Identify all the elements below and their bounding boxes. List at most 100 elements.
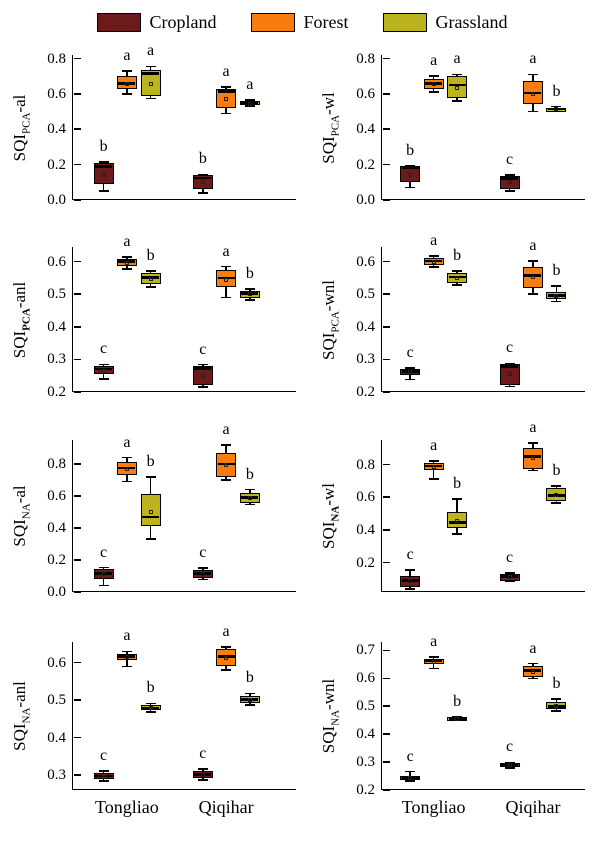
box-whisker-cap [551, 710, 562, 712]
sig-letter: b [552, 674, 561, 692]
median-line [118, 81, 136, 85]
box-whisker-cap [121, 268, 132, 270]
y-axis-label-sqi-pca-wl: SQIPCA-wl [319, 91, 342, 164]
box-whisker-cap [145, 476, 156, 478]
mean-marker-icon [530, 669, 535, 674]
box-whisker-cap [221, 265, 232, 268]
box-whisker-cap [405, 186, 416, 189]
sig-letter: a [529, 237, 537, 254]
y-tick-label: 0.7 [356, 642, 375, 659]
box-whisker-cap [551, 502, 562, 505]
y-tick [73, 774, 81, 776]
mean-marker-icon [455, 275, 460, 280]
box-whisker-cap [145, 711, 156, 713]
y-tick-label: 0.4 [356, 121, 375, 138]
mean-marker-icon [224, 97, 229, 102]
sig-letter: a [147, 42, 155, 60]
box-whisker-cap [121, 650, 132, 653]
median-line [142, 515, 160, 519]
sig-letter: b [552, 461, 561, 479]
mean-marker-icon [224, 277, 229, 282]
median-line [118, 655, 136, 658]
y-tick-label: 0.6 [47, 654, 66, 671]
median-line [142, 72, 160, 75]
sig-letter: a [222, 623, 230, 641]
sig-letter: a [430, 232, 438, 250]
mean-marker-icon [101, 572, 106, 577]
y-tick-label: 0.4 [356, 726, 375, 743]
mean-marker-icon [530, 274, 535, 279]
median-line [524, 91, 542, 95]
median-line [401, 166, 419, 170]
median-line [425, 259, 443, 263]
median-line [547, 494, 565, 497]
box-whisker-cap [504, 580, 515, 583]
mean-marker-icon [455, 85, 460, 90]
box-whisker-cap [428, 255, 439, 257]
legend-label-cropland: Cropland [149, 12, 217, 32]
y-tick [382, 463, 390, 466]
box-whisker-cap [197, 192, 208, 194]
y-tick-label: 0.2 [47, 384, 66, 400]
median-line [118, 260, 136, 263]
box-rect-forest [522, 448, 543, 470]
y-tick-label: 0.0 [356, 192, 375, 208]
sig-letter: b [552, 82, 561, 100]
y-tick [382, 199, 390, 201]
axis-frame-sqi-na-anl [72, 642, 296, 790]
mean-marker-icon [530, 455, 535, 460]
sig-letter: b [552, 262, 561, 280]
y-tick [382, 789, 390, 791]
box-whisker-cap [197, 173, 208, 176]
sig-letter: b [99, 137, 108, 155]
box-whisker-cap [504, 572, 515, 574]
box-whisker-cap [145, 269, 156, 272]
mean-marker-icon [431, 82, 436, 87]
box-whisker-cap [527, 469, 538, 472]
mean-marker-icon [408, 370, 413, 375]
box-whisker-cap [197, 768, 208, 770]
sig-letter: c [505, 738, 514, 756]
median-line [547, 704, 565, 708]
box-whisker-cap [527, 110, 538, 113]
y-tick [382, 326, 390, 328]
box-rect-grassland [447, 511, 468, 529]
mean-marker-icon [224, 656, 229, 661]
sig-letter: a [123, 46, 131, 64]
box-whisker-cap [98, 584, 109, 587]
y-axis-label-sqi-pca-anl: SQIPCA-anl [10, 281, 33, 358]
box-whisker-cap [121, 665, 132, 668]
y-tick [73, 495, 81, 497]
sig-letter: a [529, 419, 537, 437]
y-tick-label: 0.6 [47, 253, 66, 270]
mean-marker-icon [101, 774, 106, 779]
legend-label-forest: Forest [303, 12, 349, 32]
y-tick [73, 527, 81, 529]
box-whisker-cap [121, 480, 132, 483]
y-tick [382, 496, 390, 498]
mean-marker-icon [554, 107, 559, 112]
sig-letter: b [198, 150, 207, 168]
box-whisker-cap [405, 378, 416, 381]
box-whisker-cap [145, 65, 156, 68]
y-tick [73, 699, 81, 701]
sig-letter: b [146, 246, 155, 264]
y-tick-label: 0.0 [47, 192, 66, 208]
y-tick [382, 561, 390, 564]
median-line [217, 89, 235, 93]
y-tick-label: 0.6 [47, 85, 66, 102]
box-whisker-cap [452, 533, 463, 535]
median-line [241, 292, 259, 295]
mean-marker-icon [101, 368, 106, 373]
legend: Cropland Forest Grassland [0, 9, 604, 35]
y-tick [73, 293, 81, 296]
box-rect-forest [522, 266, 543, 288]
sig-letter: c [199, 544, 207, 561]
mean-marker-icon [200, 773, 205, 777]
median-line [217, 462, 235, 466]
box-whisker-cap [197, 779, 208, 781]
box-whisker-cap [405, 779, 416, 782]
axis-frame-sqi-pca-anl [72, 247, 296, 392]
median-line [501, 365, 519, 368]
sig-letter: a [222, 420, 230, 438]
